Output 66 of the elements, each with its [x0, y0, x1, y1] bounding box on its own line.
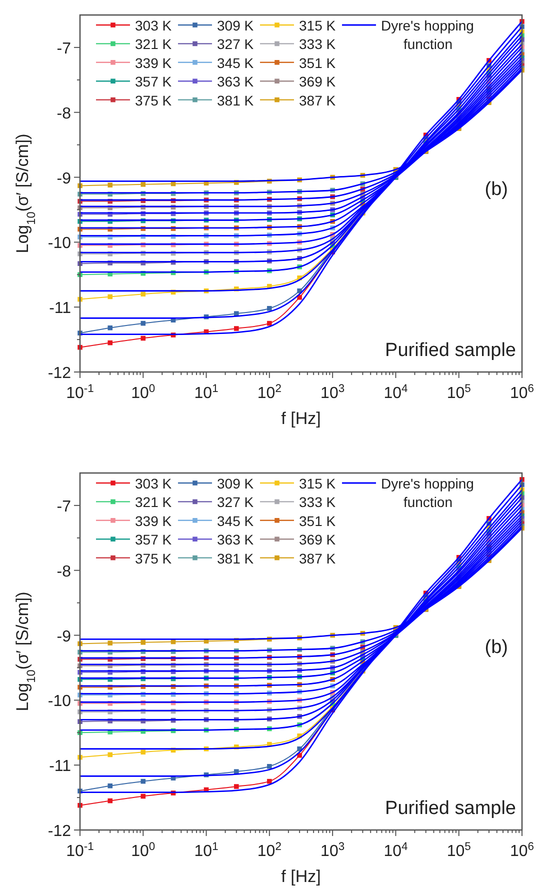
legend-label: 327 K	[217, 494, 254, 510]
x-tick-label: 10$^{4}$	[384, 841, 408, 860]
legend-label: 387 K	[299, 92, 336, 108]
legend-label: 363 K	[217, 74, 254, 90]
x-tick-label: 10$^{1}$	[194, 383, 218, 402]
legend-label: 375 K	[135, 550, 172, 566]
legend-label: 327 K	[217, 36, 254, 52]
x-tick-label: 10$^{-1}$	[66, 383, 94, 402]
legend-label: 333 K	[299, 36, 336, 52]
y-tick-label: -7	[56, 498, 72, 516]
y-tick-label: -11	[49, 758, 72, 776]
legend-label: 387 K	[299, 550, 336, 566]
annotation: Purified sample	[385, 340, 516, 361]
legend-label: 351 K	[299, 512, 336, 529]
legend-label: 345 K	[217, 54, 254, 71]
legend-label: Dyre's hopping function	[381, 476, 474, 510]
y-tick-label: -9	[56, 628, 72, 646]
y-tick-label: -10	[48, 693, 72, 710]
y-tick-label: -8	[56, 563, 72, 580]
legend-label: 339 K	[135, 512, 172, 529]
y-tick-label: -11	[49, 300, 72, 318]
legend-label: 309 K	[217, 18, 254, 34]
x-tick-label: 10$^{3}$	[320, 383, 345, 402]
legend-label: 381 K	[217, 550, 254, 566]
y-tick-label: -12	[48, 823, 72, 840]
y-tick-label: -10	[48, 235, 72, 252]
y-tick-label: -9	[56, 170, 72, 188]
legend-label: 375 K	[135, 92, 172, 108]
x-tick-label: 10$^{5}$	[446, 383, 471, 402]
x-tick-label: 10$^{0}$	[131, 841, 156, 860]
legend-label: 333 K	[299, 494, 336, 510]
x-tick-label: 10$^{1}$	[194, 841, 218, 860]
legend-label: 357 K	[135, 532, 172, 548]
legend-label: 369 K	[299, 532, 336, 548]
legend-label: 315 K	[299, 476, 336, 492]
legend-label: 381 K	[217, 92, 254, 108]
legend-label: 369 K	[299, 74, 336, 90]
x-tick-label: 10$^{2}$	[257, 841, 282, 860]
x-tick-label: 10$^{6}$	[510, 841, 534, 860]
legend-label: 339 K	[135, 54, 172, 71]
annotation: Purified sample	[385, 798, 516, 819]
x-tick-label: 10$^{4}$	[384, 383, 408, 402]
x-axis-title: f [Hz]	[281, 867, 321, 886]
legend-label: Dyre's hopping function	[381, 18, 474, 52]
legend-label: 303 K	[135, 18, 172, 34]
x-tick-label: 10$^{5}$	[446, 841, 471, 860]
legend-label: 357 K	[135, 74, 172, 90]
legend-label: 351 K	[299, 54, 336, 71]
legend-label: 315 K	[299, 18, 336, 34]
x-tick-label: 10$^{6}$	[510, 383, 534, 402]
annotation: (b)	[484, 637, 508, 658]
y-tick-label: -8	[56, 105, 72, 122]
x-tick-label: 10$^{2}$	[257, 383, 282, 402]
y-tick-label: -7	[56, 40, 72, 58]
y-tick-label: -12	[48, 365, 72, 382]
annotation: (b)	[484, 179, 508, 200]
x-tick-label: 10$^{0}$	[131, 383, 156, 402]
legend-label: 321 K	[135, 36, 172, 52]
x-axis-title: f [Hz]	[281, 409, 321, 428]
legend-label: 363 K	[217, 532, 254, 548]
x-tick-label: 10$^{3}$	[320, 841, 345, 860]
legend-label: 345 K	[217, 512, 254, 529]
x-tick-label: 10$^{-1}$	[66, 841, 94, 860]
legend-label: 303 K	[135, 476, 172, 492]
legend-label: 309 K	[217, 476, 254, 492]
legend-label: 321 K	[135, 494, 172, 510]
